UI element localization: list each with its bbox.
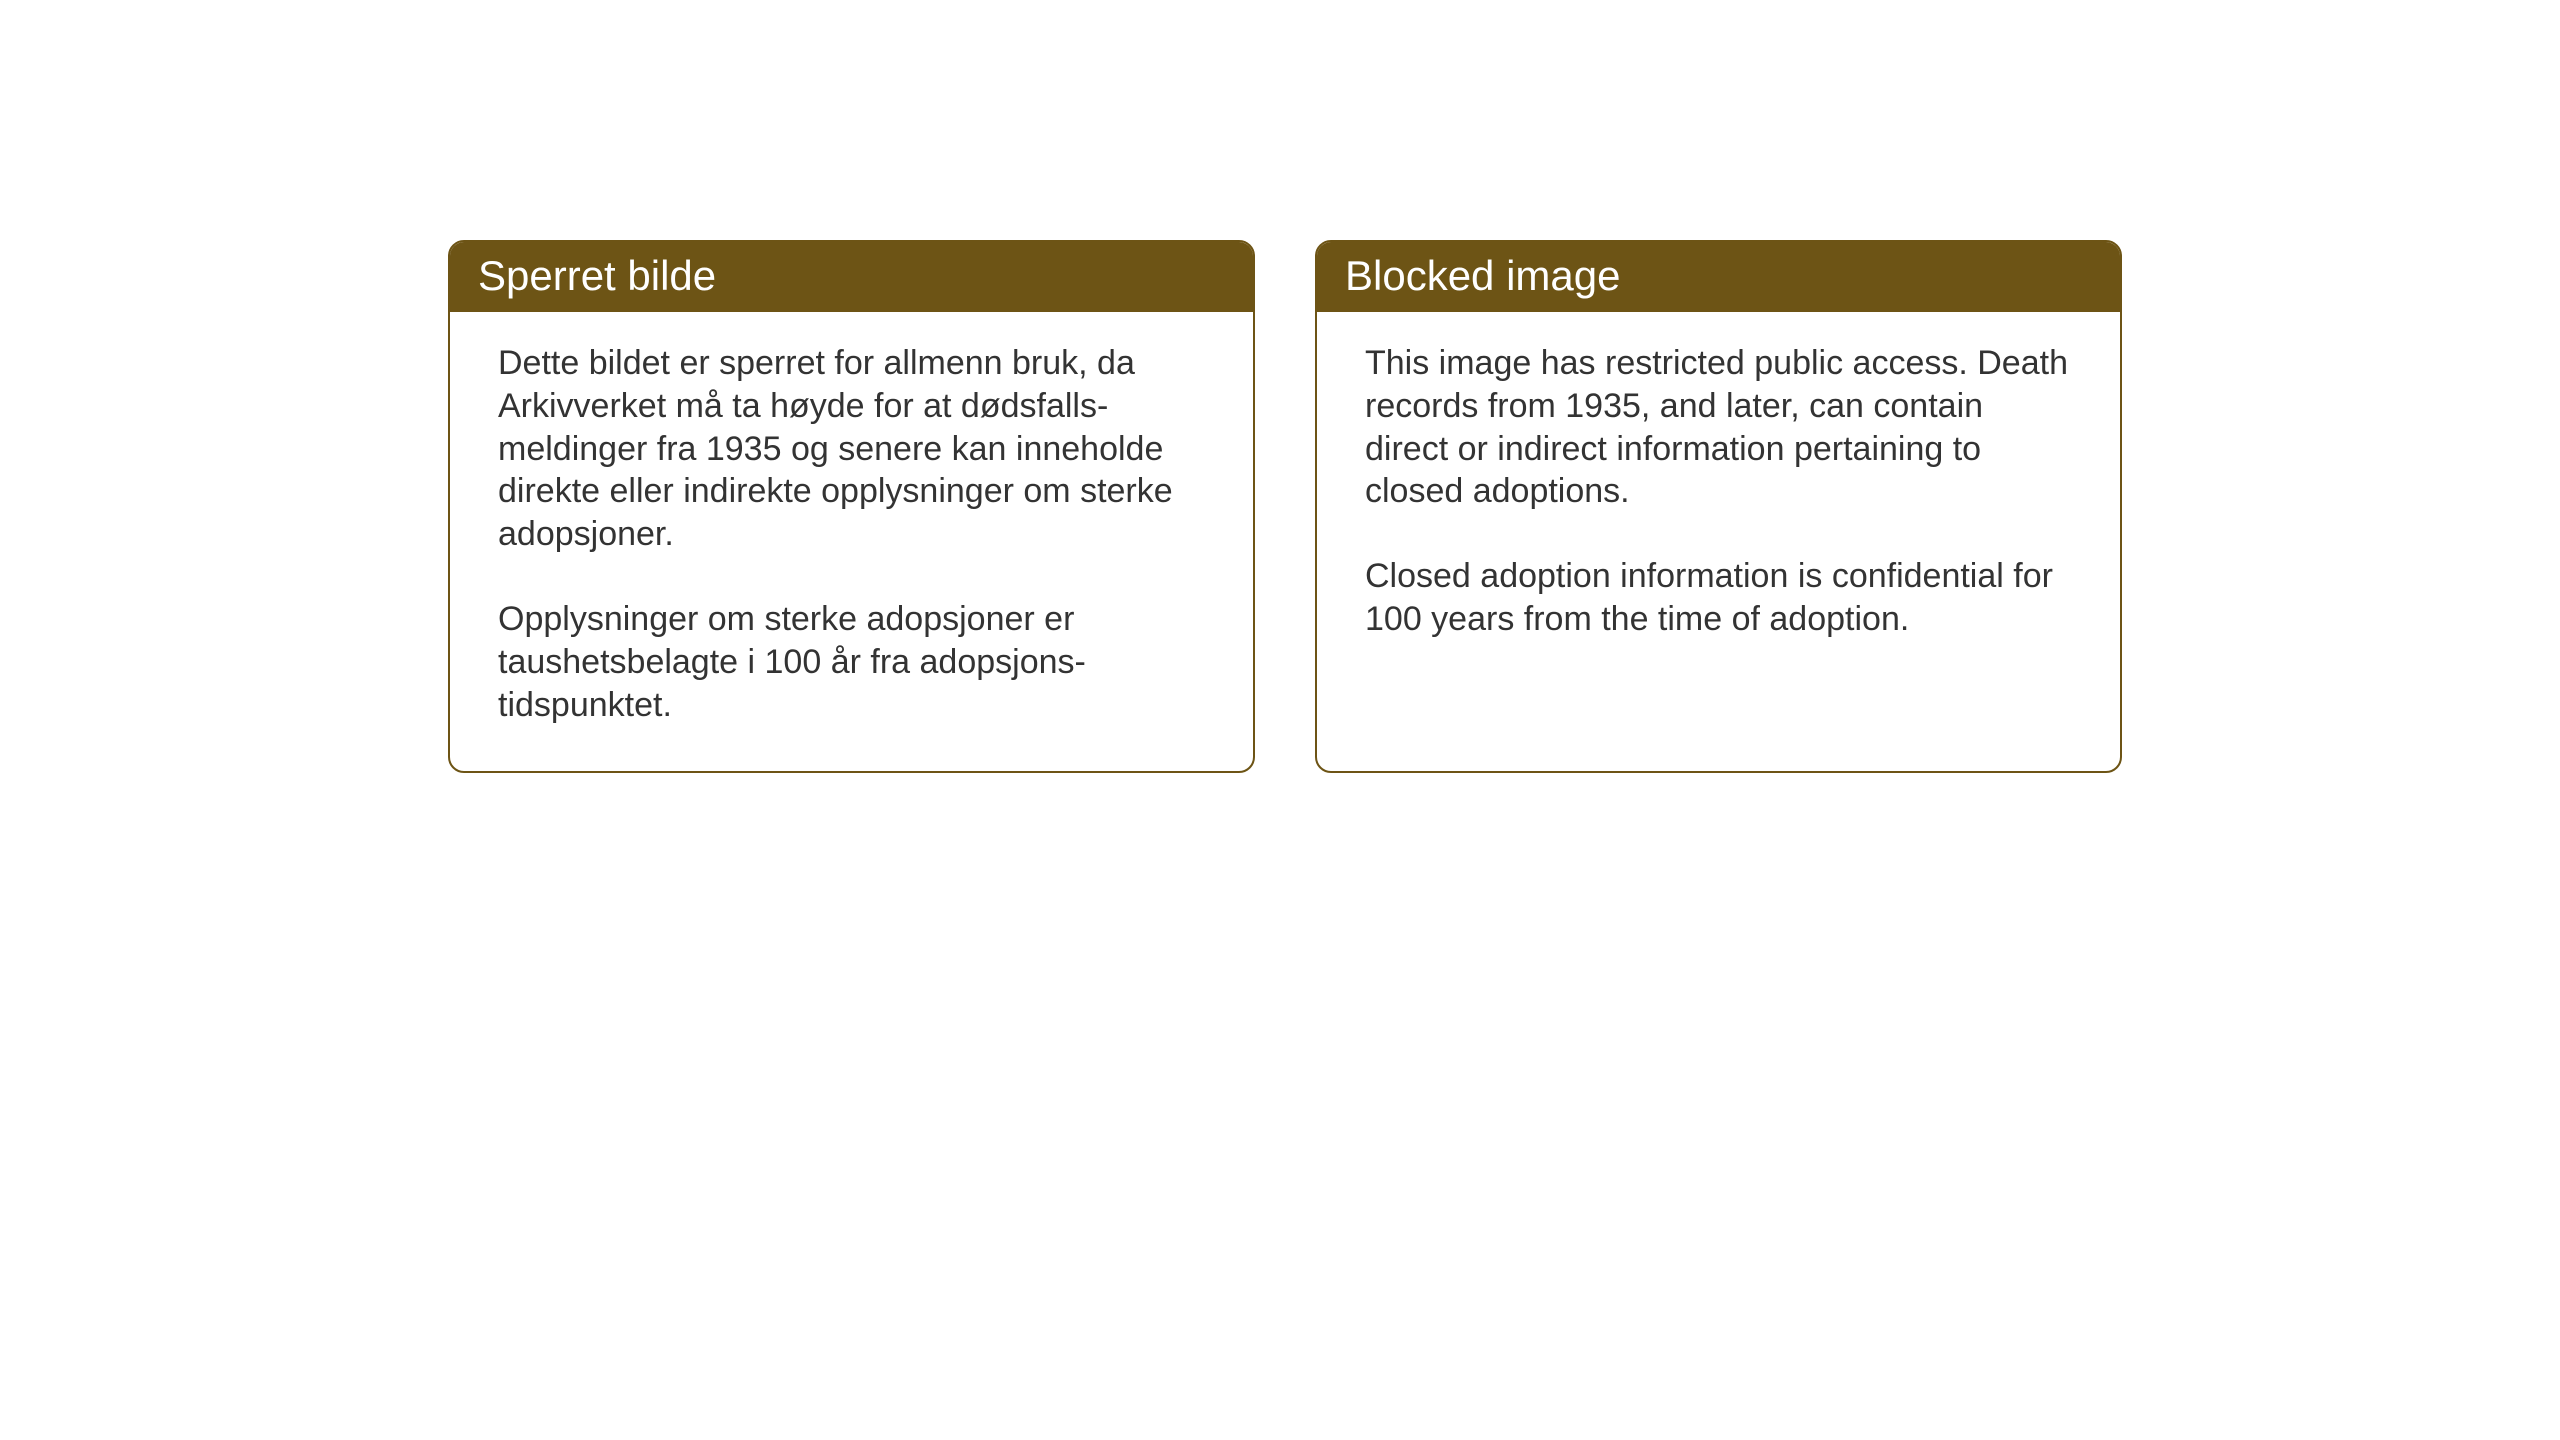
card-paragraph: This image has restricted public access.… [1365,342,2072,513]
notice-container: Sperret bilde Dette bildet er sperret fo… [448,240,2122,773]
card-header-english: Blocked image [1317,242,2120,312]
notice-card-english: Blocked image This image has restricted … [1315,240,2122,773]
card-header-norwegian: Sperret bilde [450,242,1253,312]
card-paragraph: Opplysninger om sterke adopsjoner er tau… [498,598,1205,726]
card-title: Sperret bilde [478,252,716,299]
card-body-norwegian: Dette bildet er sperret for allmenn bruk… [450,312,1253,771]
card-body-english: This image has restricted public access.… [1317,312,2120,685]
card-title: Blocked image [1345,252,1620,299]
card-paragraph: Dette bildet er sperret for allmenn bruk… [498,342,1205,556]
notice-card-norwegian: Sperret bilde Dette bildet er sperret fo… [448,240,1255,773]
card-paragraph: Closed adoption information is confident… [1365,555,2072,641]
